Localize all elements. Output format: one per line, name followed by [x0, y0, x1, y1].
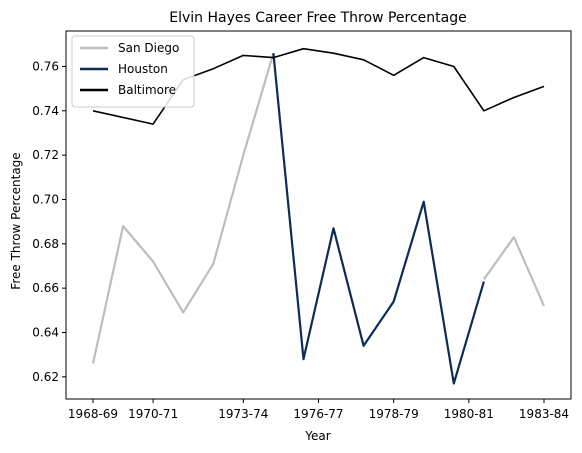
legend-label: San Diego [118, 41, 179, 55]
x-tick-label: 1968-69 [68, 407, 118, 421]
x-tick-label: 1973-74 [218, 407, 268, 421]
series-line-san-diego-segment-2 [483, 236, 546, 307]
y-tick-label: 0.70 [32, 192, 59, 206]
x-tick-label: 1980-81 [444, 407, 494, 421]
y-tick-label: 0.64 [32, 325, 59, 339]
y-tick-label: 0.74 [32, 104, 59, 118]
x-tick-label: 1976-77 [293, 407, 343, 421]
y-axis-label: Free Throw Percentage [9, 152, 23, 289]
x-tick-label: 1983-84 [519, 407, 569, 421]
y-tick-label: 0.66 [32, 281, 59, 295]
plot-area: 0.62 0.64 0.66 0.68 0.70 0.72 0.74 0.76 1968-69 1… [32, 30, 572, 421]
series-line-houston [272, 53, 485, 385]
x-tick-label: 1978-79 [369, 407, 419, 421]
y-tick-label: 0.68 [32, 237, 59, 251]
x-axis-label: Year [304, 429, 330, 443]
series-line-san-diego [91, 52, 275, 364]
legend: San Diego Houston Baltimore [71, 35, 195, 108]
y-tick-label: 0.76 [32, 59, 59, 73]
y-tick-label: 0.62 [32, 370, 59, 384]
legend-label: Baltimore [118, 83, 176, 97]
chart-title: Elvin Hayes Career Free Throw Percentage [169, 10, 466, 26]
y-tick-label: 0.72 [32, 148, 59, 162]
legend-label: Houston [118, 62, 168, 76]
x-tick-label: 1970-71 [128, 407, 178, 421]
